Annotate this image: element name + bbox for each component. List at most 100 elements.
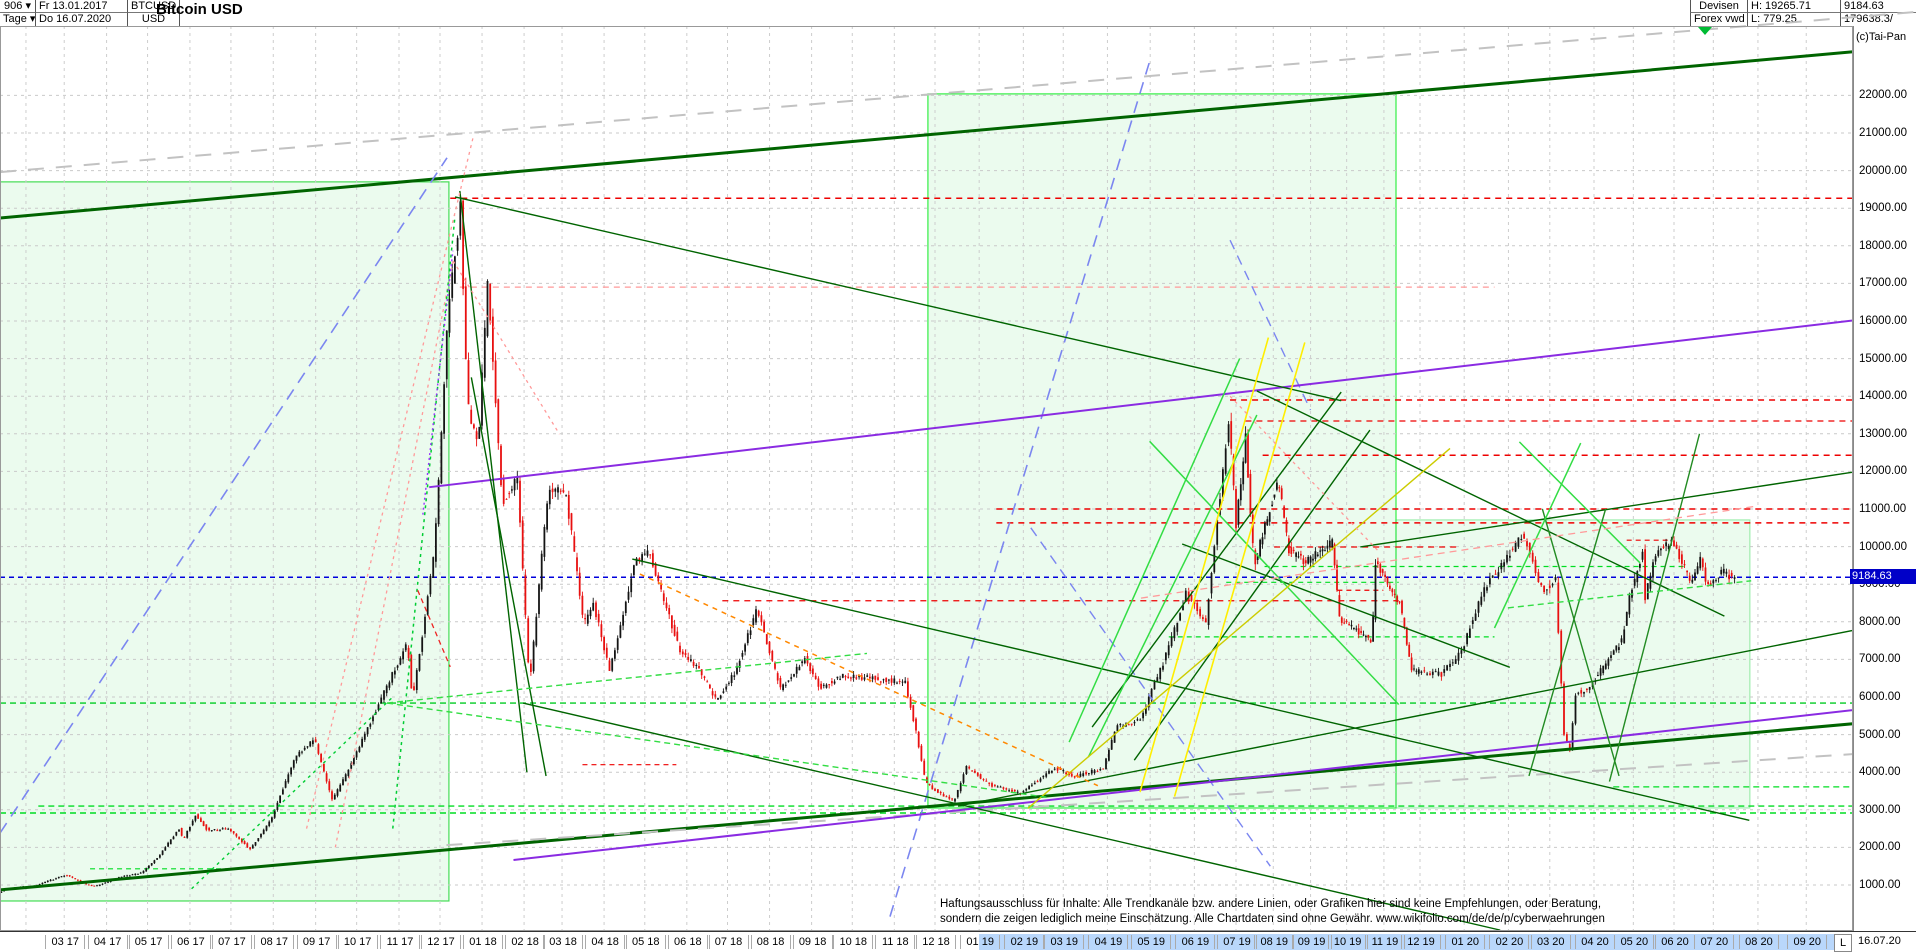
price-tick-label: 5000.00 (1859, 728, 1901, 741)
month-label: 01 19 (960, 935, 1001, 949)
month-label: 12 18 (916, 935, 956, 949)
month-label: 03 18 (543, 935, 584, 949)
price-tick-label: 21000.00 (1859, 127, 1907, 139)
month-label: 09 19 (1291, 935, 1332, 949)
month-label: 05 17 (128, 935, 169, 949)
price-tick-label: 2000.00 (1859, 841, 1901, 854)
zone-2017 (0, 181, 450, 902)
price-tick-label: 16000.00 (1859, 315, 1907, 327)
price-tick-label: 4000.00 (1859, 766, 1901, 779)
symbol-code: BTCUSD (128, 0, 180, 13)
month-label: 10 17 (337, 935, 378, 949)
trend-lines (0, 10, 1916, 931)
month-label: 12 19 (1401, 935, 1441, 949)
month-label: 02 18 (505, 935, 546, 949)
copyright-label: (c)Tai-Pan (1856, 31, 1907, 43)
month-label: 05 19 (1131, 935, 1172, 949)
price-tick-label: 7000.00 (1859, 653, 1901, 666)
month-label: 03 17 (45, 935, 86, 949)
month-label: 08 20 (1738, 935, 1779, 949)
month-label: 10 19 (1327, 935, 1368, 949)
header-bar: 906 ▾ Tage ▾ Fr 13.01.2017 Do 16.07.2020… (0, 0, 1916, 27)
month-label: 01 18 (463, 935, 504, 949)
month-label: 02 20 (1489, 935, 1530, 949)
month-label: 06 20 (1654, 935, 1695, 949)
zone-2019 (927, 93, 1397, 809)
price-tick-label: 12000.00 (1859, 465, 1907, 478)
month-label: 08 19 (1254, 935, 1295, 949)
chevron-down-icon: ▾ (25, 0, 31, 12)
month-label: 04 19 (1088, 935, 1129, 949)
data-source-line2: Forex vwd (1690, 13, 1748, 26)
last-bar-triangle-icon (1698, 27, 1712, 35)
month-label: 04 17 (87, 935, 128, 949)
month-label: 07 18 (708, 935, 749, 949)
bars-count-value: 906 (4, 0, 23, 12)
last-bar-indicator: L (1834, 934, 1852, 952)
month-label: 02 19 (1004, 935, 1045, 949)
low-value: L: 779.25 (1748, 13, 1841, 26)
price-tick-label: 14000.00 (1859, 390, 1907, 403)
current-price-value: 9184.63 (1852, 570, 1892, 583)
month-label: 04 20 (1575, 935, 1615, 949)
disclaimer-text: Haftungsausschluss für Inhalte: Alle Tre… (940, 897, 1605, 927)
month-label: 06 18 (667, 935, 708, 949)
last-bar-date: 16.07.20 (1858, 935, 1901, 947)
disclaimer-line1: Haftungsausschluss für Inhalte: Alle Tre… (940, 898, 1602, 910)
month-label: 11 18 (875, 935, 916, 949)
price-tick-label: 13000.00 (1859, 427, 1907, 440)
timeframe-dropdown[interactable]: Tage ▾ (0, 13, 36, 26)
month-label: 11 17 (380, 935, 420, 949)
time-axis-highlight (979, 934, 1836, 950)
page-title: Bitcoin USD (156, 1, 243, 18)
price-tick-label: 1000.00 (1859, 879, 1901, 891)
chevron-down-icon: ▾ (29, 13, 36, 25)
month-label: 09 20 (1787, 935, 1828, 949)
time-axis: L 16.07.20 03 17 04 17 05 17 06 17 07 17 08 1… (0, 931, 1916, 952)
price-tick-label: 20000.00 (1859, 164, 1907, 177)
month-label: 10 18 (833, 935, 874, 949)
price-tick-label: 17000.00 (1859, 277, 1907, 290)
month-label: 04 18 (585, 935, 626, 949)
price-tick-label: 18000.00 (1859, 239, 1907, 252)
grid (0, 26, 1853, 931)
date-from: Fr 13.01.2017 (36, 0, 128, 13)
price-tick-label: 22000.00 (1859, 89, 1907, 102)
bars-count-dropdown[interactable]: 906 ▾ (0, 0, 36, 13)
month-label: 07 20 (1694, 935, 1735, 949)
price-tick-label: 10000.00 (1859, 540, 1907, 553)
current-price-marker: 9184.63 (1850, 569, 1916, 585)
price-tick-label: 15000.00 (1859, 352, 1907, 365)
timeframe-value: Tage (3, 13, 27, 25)
month-label: 09 18 (792, 935, 833, 949)
price-tick-label: 11000.00 (1859, 503, 1907, 515)
month-label: 05 20 (1614, 935, 1655, 949)
month-label: 03 20 (1530, 935, 1571, 949)
month-label: 08 17 (254, 935, 295, 949)
last-price-value: 9184.63 (1841, 0, 1916, 13)
price-tick-label: 8000.00 (1859, 615, 1901, 628)
price-axis: 1000.00 2000.00 3000.00 4000.00 5000.00 6000.… (1853, 26, 1916, 931)
month-label: 07 19 (1217, 935, 1257, 949)
month-label: 11 19 (1364, 935, 1405, 949)
date-to: Do 16.07.2020 (36, 13, 128, 26)
month-label: 06 19 (1175, 935, 1216, 949)
month-label: 03 19 (1044, 935, 1085, 949)
zone-2020 (1395, 519, 1751, 809)
month-label: 05 18 (625, 935, 666, 949)
month-label: 06 17 (170, 935, 211, 949)
month-label: 09 17 (296, 935, 337, 949)
month-label: 12 17 (421, 935, 461, 949)
month-label: 08 18 (750, 935, 791, 949)
currency-code: USD (128, 13, 180, 26)
price-tick-label: 3000.00 (1859, 803, 1901, 816)
data-source-line1: Devisen (1690, 0, 1748, 13)
disclaimer-line2: sondern die zeigen lediglich meine Einsc… (940, 913, 1605, 925)
price-tick-label: 6000.00 (1859, 691, 1901, 703)
high-value: H: 19265.71 (1748, 0, 1841, 13)
price-tick-label: 19000.00 (1859, 202, 1907, 215)
month-label: 07 17 (211, 935, 252, 949)
month-label: 01 20 (1445, 935, 1486, 949)
